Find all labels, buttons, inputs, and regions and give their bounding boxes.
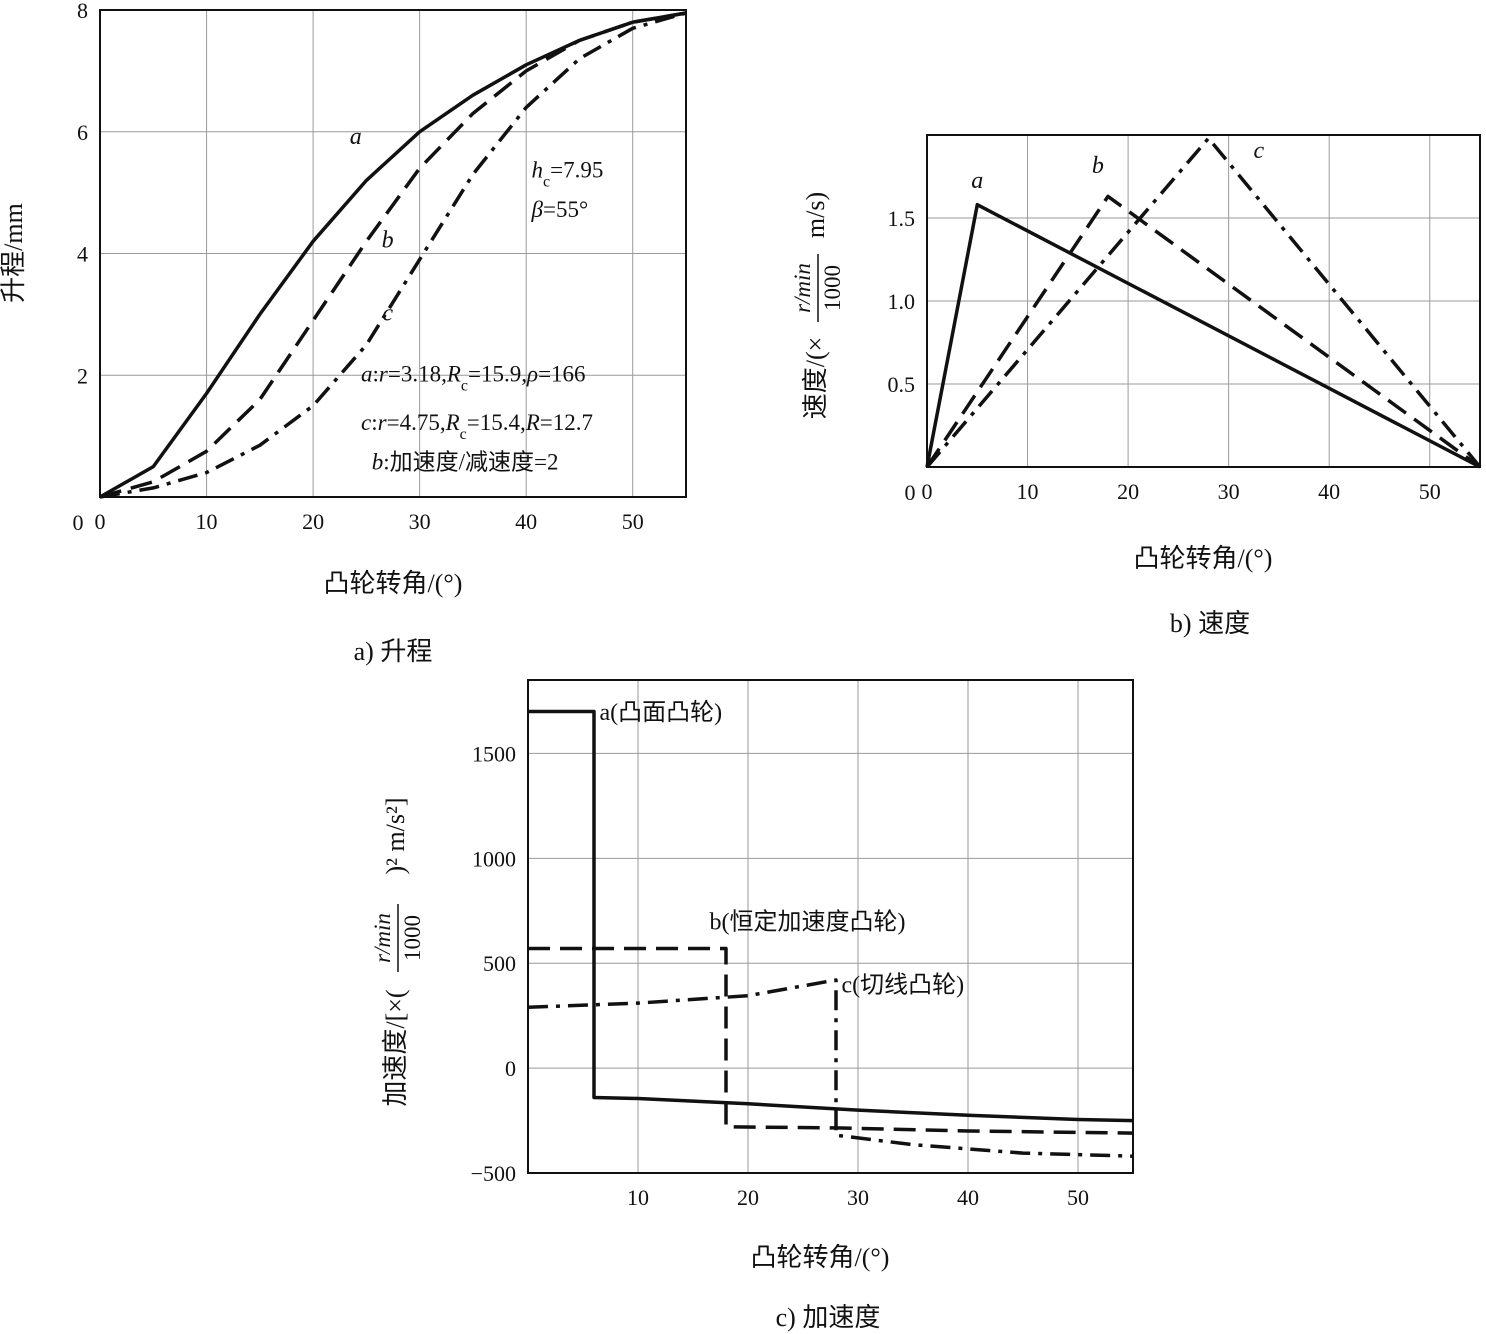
x-tick-label: 20 [302,509,324,534]
x-tick-label: 50 [622,509,644,534]
y-axis-title: 加速度/[×( r/min 1000 )² m/s²] [370,798,425,1107]
series-label: a(凸面凸轮) [600,699,723,726]
x-tick-label: 20 [737,1185,759,1210]
x-tick-label: 50 [1067,1185,1089,1210]
curve-label-b: b [382,227,394,253]
y-axis-title-numerator: r/min [790,263,815,313]
series-line-b [99,11,687,499]
plot-frame [99,9,687,498]
curve-label-c: c [382,300,393,326]
annotation-a: a:r=3.18,Rc=15.9,ρ=166 [361,361,586,394]
x-tick-label: 10 [627,1185,649,1210]
y-axis-title-suffix: )² m/s²] [381,798,410,875]
series-line-c [527,978,1134,1158]
y-axis-title-prefix: 速度/(× [801,337,830,420]
x-tick-label: 40 [1318,479,1340,504]
y-tick-label: 8 [77,0,88,23]
curve-label-a: a [350,124,362,150]
x-axis-title: 凸轮转角/(°) [324,569,463,598]
curve-label-b: b [1092,153,1104,179]
y-tick-label: 1500 [472,741,516,766]
x-tick-label: 30 [409,509,431,534]
x-tick-label: 50 [1419,479,1441,504]
y-tick-label: 1.5 [888,206,916,231]
series-line-c [99,11,687,499]
x-axis-title: 凸轮转角/(°) [1134,544,1273,573]
x-tick-label: 20 [1117,479,1139,504]
y-tick-label: 2 [77,363,88,388]
y-tick-label: 0 [505,1056,516,1081]
x-tick-label: 10 [196,509,218,534]
chart-caption: c) 加速度 [776,1303,881,1332]
series-label: c(切线凸轮) [842,972,965,999]
y-tick-label: −500 [471,1161,516,1186]
origin-label: 0 [73,510,84,535]
x-axis-title: 凸轮转角/(°) [751,1243,890,1272]
x-tick-label: 0 [95,509,106,534]
y-axis-title: 升程/mm [0,203,28,303]
chart-caption: b) 速度 [1170,609,1250,638]
velocity-chart: 0 10 20 30 40 50 0.5 1.0 1.5 a b c 0 凸轮转角/(°) b) 速度 速度/… [790,134,1482,638]
y-tick-label: 6 [77,120,88,145]
x-tick-label: 10 [1017,479,1039,504]
y-tick-label: 1000 [472,846,516,871]
y-axis-title: 速度/(× r/min 1000 m/s) [790,192,845,419]
y-axis-title-denominator: 1000 [400,915,425,961]
x-tick-label: 30 [847,1185,869,1210]
y-tick-label: 1.0 [888,289,916,314]
y-tick-label: 500 [483,951,516,976]
series-line-c [925,136,1482,469]
curve-label-a: a [971,168,983,194]
plot-frame [527,679,1134,1174]
series-line-b [528,946,1134,1135]
annotation-c: c:r=4.75,Rc=15.4,R=12.7 [361,410,593,443]
y-axis-title-numerator: r/min [370,913,395,963]
plot-frame [926,134,1481,468]
x-tick-label: 40 [515,509,537,534]
acceleration-chart: 10 20 30 40 50 −500 0 500 1000 1500 a(凸面凸轮) b(恒定加速度… [370,679,1134,1332]
origin-label: 0 [905,480,916,505]
x-tick-label: 30 [1218,479,1240,504]
x-tick-label: 0 [922,479,933,504]
series-line-b [925,194,1482,469]
annotation-beta: β=55° [531,197,589,222]
y-tick-label: 0.5 [888,372,916,397]
series-line-a [528,709,1134,1123]
series-label: b(恒定加速度凸轮) [710,909,906,936]
y-axis-title-prefix: 加速度/[×( [381,989,410,1106]
annotation-b: b:加速度/减速度=2 [372,450,559,475]
annotation-hc: hc=7.95 [532,157,604,190]
curve-label-c: c [1253,138,1264,164]
lift-chart: 0 10 20 30 40 50 2 4 6 8 a b c 0 凸轮转角/(°) 升程/mm a) 升程 hc=… [0,0,687,666]
x-tick-label: 40 [957,1185,979,1210]
y-tick-label: 4 [77,242,88,267]
chart-caption: a) 升程 [354,637,433,666]
series-line-a [925,202,1481,469]
y-axis-title-suffix: m/s) [801,192,830,238]
y-axis-title-denominator: 1000 [820,265,845,311]
